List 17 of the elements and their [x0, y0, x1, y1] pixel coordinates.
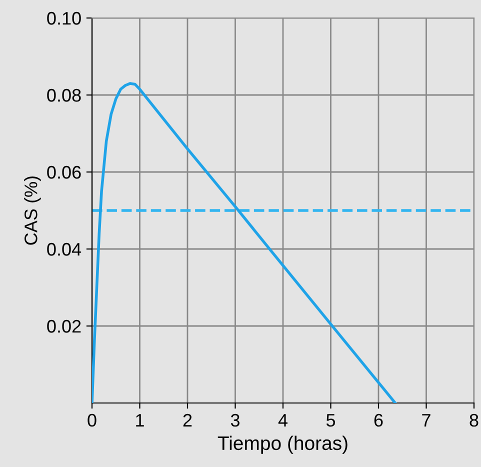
x-tick-label: 6	[374, 414, 383, 427]
x-tick-label: 7	[422, 414, 430, 426]
x-tick-label: 5	[326, 414, 336, 427]
y-tick-label: 0.02	[47, 320, 81, 333]
x-tick-label: 0	[88, 414, 96, 427]
y-tick-label: 0.06	[47, 166, 81, 179]
x-tick-label: 8	[470, 414, 478, 427]
x-tick-label: 3	[230, 414, 240, 427]
y-tick-label: 0.04	[47, 242, 82, 256]
x-axis-title: Tiempo (horas)	[218, 436, 348, 454]
y-tick-label: 0.08	[47, 88, 81, 102]
x-tick-label: 4	[278, 414, 288, 426]
y-axis-title: CAS (%)	[24, 176, 41, 245]
line-series	[92, 82, 397, 403]
x-tick-label: 1	[136, 414, 144, 426]
y-tick-label: 0.10	[47, 12, 81, 25]
x-tick-label: 2	[183, 414, 192, 426]
